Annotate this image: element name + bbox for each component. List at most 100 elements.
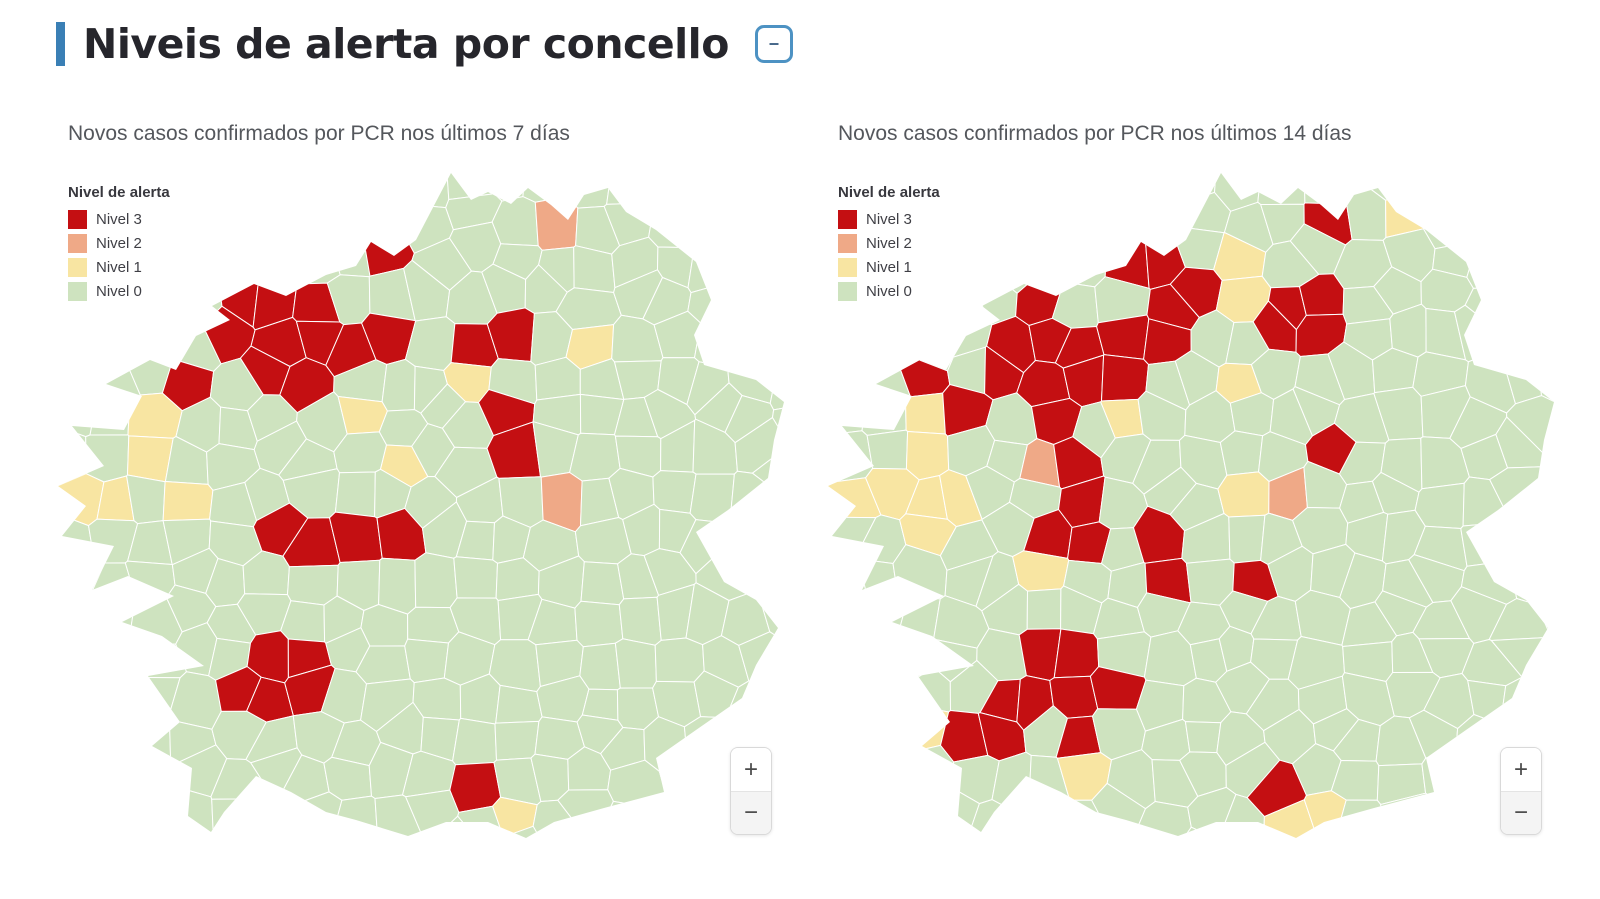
municipality-cell[interactable] <box>169 170 227 196</box>
municipality-cell[interactable] <box>595 800 657 851</box>
municipality-cell[interactable] <box>137 319 181 356</box>
municipality-cell[interactable] <box>99 318 141 363</box>
municipality-cell[interactable] <box>1012 550 1070 592</box>
municipality-cell[interactable] <box>381 358 416 412</box>
municipality-cell[interactable] <box>648 203 703 249</box>
municipality-cell[interactable] <box>1491 200 1546 237</box>
municipality-cell[interactable] <box>1499 676 1547 727</box>
municipality-cell[interactable] <box>848 756 901 799</box>
municipality-cell[interactable] <box>982 170 1037 202</box>
municipality-cell[interactable] <box>1538 206 1566 251</box>
municipality-cell[interactable] <box>163 192 218 246</box>
municipality-cell[interactable] <box>864 780 918 840</box>
municipality-cell[interactable] <box>452 717 497 766</box>
municipality-cell[interactable] <box>701 204 744 255</box>
municipality-cell[interactable] <box>128 677 181 720</box>
municipality-cell[interactable] <box>1493 170 1541 207</box>
municipality-cell[interactable] <box>404 638 449 684</box>
municipality-cell[interactable] <box>850 824 908 860</box>
municipality-cell[interactable] <box>162 481 214 522</box>
municipality-cell[interactable] <box>826 717 870 767</box>
municipality-cell[interactable] <box>858 633 901 688</box>
municipality-cell[interactable] <box>865 724 908 767</box>
municipality-cell[interactable] <box>861 589 909 642</box>
municipality-cell[interactable] <box>1217 471 1270 518</box>
municipality-cell[interactable] <box>826 299 875 356</box>
municipality-cell[interactable] <box>522 170 581 203</box>
municipality-cell[interactable] <box>1096 170 1153 198</box>
municipality-cell[interactable] <box>935 170 1006 198</box>
municipality-cell[interactable] <box>1303 170 1353 205</box>
municipality-cell[interactable] <box>1219 430 1264 476</box>
municipality-cell[interactable] <box>773 267 796 321</box>
municipality-cell[interactable] <box>969 799 1024 853</box>
municipality-cell[interactable] <box>1056 842 1108 860</box>
municipality-cell[interactable] <box>79 842 130 860</box>
municipality-cell[interactable] <box>1013 821 1071 860</box>
municipality-cell[interactable] <box>978 267 1018 326</box>
municipality-cell[interactable] <box>1184 721 1222 754</box>
municipality-cell[interactable] <box>1422 197 1482 250</box>
municipality-cell[interactable] <box>1100 833 1149 860</box>
municipality-cell[interactable] <box>1346 188 1387 241</box>
municipality-cell[interactable] <box>1445 787 1496 834</box>
municipality-cell[interactable] <box>777 190 796 256</box>
municipality-cell[interactable] <box>695 753 735 798</box>
municipality-cell[interactable] <box>287 564 339 606</box>
municipality-cell[interactable] <box>614 638 657 689</box>
municipality-cell[interactable] <box>771 809 796 860</box>
municipality-cell[interactable] <box>1385 189 1435 238</box>
municipality-cell[interactable] <box>933 829 987 860</box>
municipality-cell[interactable] <box>692 170 739 214</box>
municipality-cell[interactable] <box>683 716 733 756</box>
municipality-cell[interactable] <box>407 606 460 644</box>
municipality-cell[interactable] <box>205 205 259 250</box>
municipality-cell[interactable] <box>1221 823 1271 860</box>
municipality-cell[interactable] <box>729 470 776 522</box>
municipality-cell[interactable] <box>406 170 450 209</box>
municipality-cell[interactable] <box>438 815 493 860</box>
municipality-cell[interactable] <box>85 434 130 483</box>
municipality-cell[interactable] <box>414 552 458 609</box>
municipality-cell[interactable] <box>327 170 372 193</box>
municipality-cell[interactable] <box>375 836 416 861</box>
municipality-cell[interactable] <box>56 611 99 685</box>
municipality-cell[interactable] <box>1538 354 1567 403</box>
municipality-cell[interactable] <box>251 238 298 286</box>
zoom-out-button[interactable]: − <box>731 791 771 834</box>
municipality-cell[interactable] <box>1095 193 1140 247</box>
municipality-cell[interactable] <box>1457 831 1504 860</box>
municipality-cell[interactable] <box>1534 170 1566 209</box>
municipality-cell[interactable] <box>299 834 348 860</box>
municipality-cell[interactable] <box>726 243 774 280</box>
municipality-cell[interactable] <box>739 208 783 247</box>
municipality-cell[interactable] <box>743 547 787 597</box>
municipality-cell[interactable] <box>453 556 498 599</box>
municipality-cell[interactable] <box>1466 236 1513 289</box>
municipality-cell[interactable] <box>760 170 796 195</box>
municipality-cell[interactable] <box>91 595 135 648</box>
municipality-cell[interactable] <box>495 684 543 724</box>
municipality-cell[interactable] <box>685 835 736 860</box>
municipality-cell[interactable] <box>295 233 341 285</box>
municipality-cell[interactable] <box>574 600 624 648</box>
municipality-cell[interactable] <box>1184 826 1228 860</box>
municipality-cell[interactable] <box>378 557 417 615</box>
municipality-cell[interactable] <box>663 839 703 861</box>
municipality-cell[interactable] <box>1004 170 1067 188</box>
municipality-cell[interactable] <box>1020 225 1071 277</box>
municipality-cell[interactable] <box>609 831 665 860</box>
municipality-cell[interactable] <box>1383 829 1434 860</box>
municipality-cell[interactable] <box>764 636 796 690</box>
municipality-cell[interactable] <box>1547 559 1566 593</box>
municipality-cell[interactable] <box>557 836 622 860</box>
municipality-cell[interactable] <box>773 474 796 534</box>
municipality-cell[interactable] <box>56 473 105 527</box>
municipality-cell[interactable] <box>1421 751 1465 805</box>
municipality-cell[interactable] <box>826 370 868 440</box>
municipality-cell[interactable] <box>324 190 376 232</box>
municipality-cell[interactable] <box>174 240 221 291</box>
municipality-cell[interactable] <box>946 273 985 321</box>
municipality-cell[interactable] <box>1187 786 1237 840</box>
municipality-cell[interactable] <box>579 642 621 691</box>
